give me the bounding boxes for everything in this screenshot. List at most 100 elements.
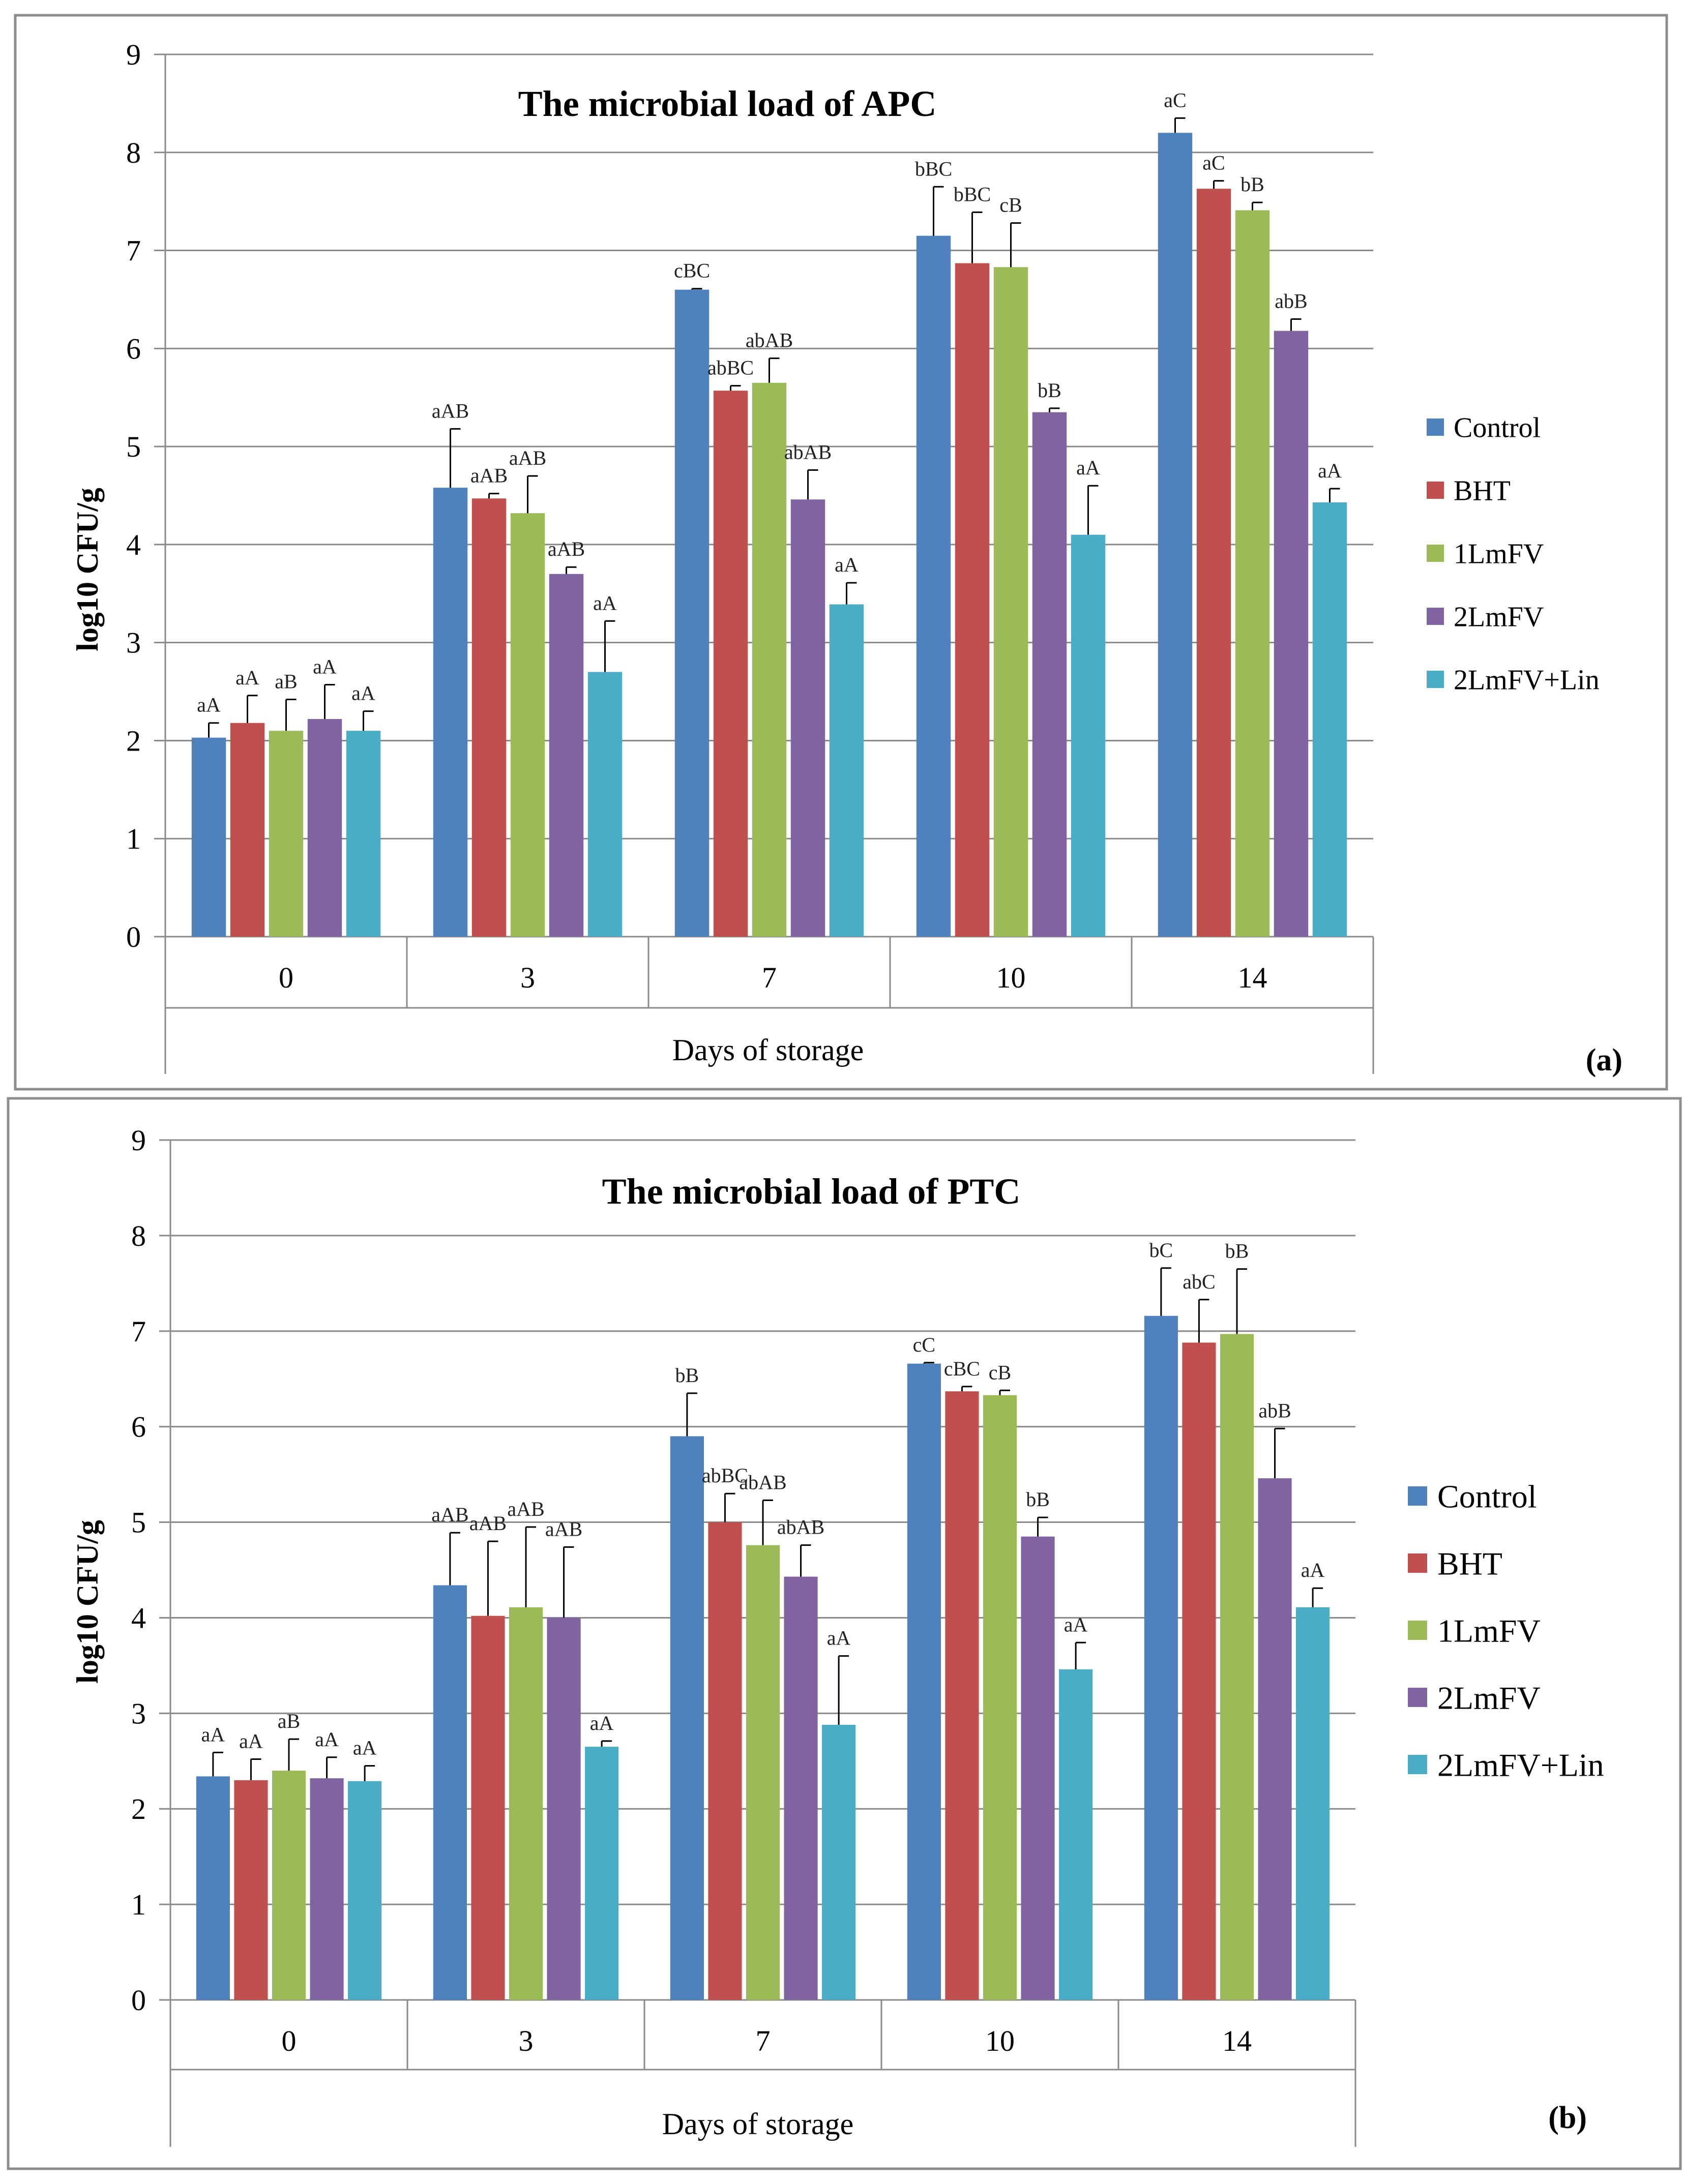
bar xyxy=(230,723,265,937)
legend-swatch xyxy=(1427,608,1444,625)
bar xyxy=(784,1576,818,2000)
x-tick-label: 7 xyxy=(762,961,777,994)
bar xyxy=(587,672,623,937)
chart-title: The microbial load of PTC xyxy=(602,1171,1021,1212)
x-tick-label: 10 xyxy=(985,2024,1015,2057)
legend-swatch xyxy=(1408,1486,1427,1506)
bar xyxy=(585,1747,619,2000)
x-tick-label: 3 xyxy=(519,2024,534,2057)
data-label: aAB xyxy=(431,1503,468,1526)
y-tick-label: 6 xyxy=(126,332,141,365)
data-label: bC xyxy=(1149,1239,1173,1262)
data-label: aA xyxy=(1301,1559,1325,1581)
bar xyxy=(196,1776,230,2000)
legend-label: 2LmFV+Lin xyxy=(1437,1747,1604,1783)
y-tick-label: 7 xyxy=(131,1315,146,1348)
y-tick-label: 6 xyxy=(131,1411,146,1444)
bar xyxy=(916,235,951,937)
legend-swatch xyxy=(1408,1553,1427,1573)
bar xyxy=(471,498,507,937)
legend-label: 1LmFV xyxy=(1437,1612,1541,1649)
x-tick-label: 3 xyxy=(520,961,535,994)
bar xyxy=(752,382,787,937)
bar xyxy=(1059,1669,1093,2000)
x-axis-label: Days of storage xyxy=(662,2107,854,2141)
bar xyxy=(1158,133,1193,937)
data-label: aAB xyxy=(545,1517,582,1540)
bar xyxy=(191,737,226,937)
chart-panel-a: 0 1 2 3 4 5 6 7 8 9 0 3 7 10 14 aA aAB cBC bBC aC aA aAB abBC b… xyxy=(14,14,1668,1091)
y-tick-label: 5 xyxy=(131,1506,146,1539)
bar xyxy=(471,1615,505,2000)
bar xyxy=(1182,1342,1216,2000)
bar xyxy=(1196,189,1231,937)
data-label: bB xyxy=(675,1364,699,1387)
data-label: bBC xyxy=(915,157,952,180)
bar xyxy=(310,1778,344,2000)
data-label: cBC xyxy=(674,259,710,282)
chart-title: The microbial load of APC xyxy=(518,83,937,124)
bar xyxy=(955,263,990,937)
y-tick-label: 9 xyxy=(126,38,141,71)
y-tick-label: 3 xyxy=(131,1697,146,1730)
y-tick-label: 9 xyxy=(131,1124,146,1157)
y-tick-label: 1 xyxy=(131,1888,146,1921)
bar xyxy=(547,1618,581,2000)
bar xyxy=(674,289,710,937)
y-tick-label: 7 xyxy=(126,234,141,267)
data-label: aA xyxy=(827,1627,851,1650)
bar xyxy=(790,499,825,937)
data-label: bBC xyxy=(954,183,991,205)
y-tick-label: 8 xyxy=(126,136,141,169)
data-label: abAB xyxy=(739,1471,786,1493)
y-tick-label: 4 xyxy=(131,1601,146,1634)
data-label: bB xyxy=(1225,1240,1249,1263)
data-label: aA xyxy=(593,591,617,614)
bar xyxy=(907,1363,941,2000)
data-label: aC xyxy=(1202,152,1225,174)
bar xyxy=(708,1522,742,2000)
x-tick-label: 10 xyxy=(996,961,1026,994)
bar xyxy=(1312,502,1347,937)
y-tick-label: 0 xyxy=(131,1984,146,2017)
bar xyxy=(433,488,468,937)
data-label: bB xyxy=(1026,1488,1050,1511)
y-tick-label: 4 xyxy=(126,528,141,561)
y-tick-label: 2 xyxy=(126,724,141,757)
y-axis-label: log10 CFU/g xyxy=(71,1520,104,1684)
data-label: abBC xyxy=(707,356,754,379)
legend-swatch xyxy=(1427,418,1444,436)
bar xyxy=(829,604,864,937)
y-tick-label: 0 xyxy=(126,920,141,953)
data-label: abAB xyxy=(746,329,793,352)
data-label: aAB xyxy=(509,446,546,469)
panel-label: (b) xyxy=(1548,2101,1587,2135)
legend-swatch xyxy=(1427,482,1444,499)
legend-swatch xyxy=(1427,545,1444,562)
bar xyxy=(549,574,584,937)
data-label: aAB xyxy=(507,1498,544,1520)
bar xyxy=(746,1545,780,2000)
bar xyxy=(348,1781,382,2000)
legend-label: Control xyxy=(1437,1478,1537,1514)
bar xyxy=(1220,1334,1254,2000)
panel-label: (a) xyxy=(1586,1043,1622,1078)
x-axis-label: Days of storage xyxy=(672,1033,864,1067)
x-tick-label: 0 xyxy=(282,2024,297,2057)
y-tick-label: 5 xyxy=(126,430,141,463)
data-label: aC xyxy=(1164,88,1186,111)
data-label: aAB xyxy=(432,399,469,422)
x-tick-label: 0 xyxy=(279,961,293,994)
legend-label: 1LmFV xyxy=(1454,538,1544,570)
y-tick-label: 8 xyxy=(131,1219,146,1252)
x-tick-label: 7 xyxy=(756,2024,771,2057)
legend-swatch xyxy=(1427,671,1444,688)
legend-label: 2LmFV xyxy=(1454,602,1544,633)
data-label: cB xyxy=(999,194,1022,217)
bar xyxy=(509,1607,543,2000)
legend-swatch xyxy=(1408,1688,1427,1707)
legend-swatch xyxy=(1408,1621,1427,1640)
